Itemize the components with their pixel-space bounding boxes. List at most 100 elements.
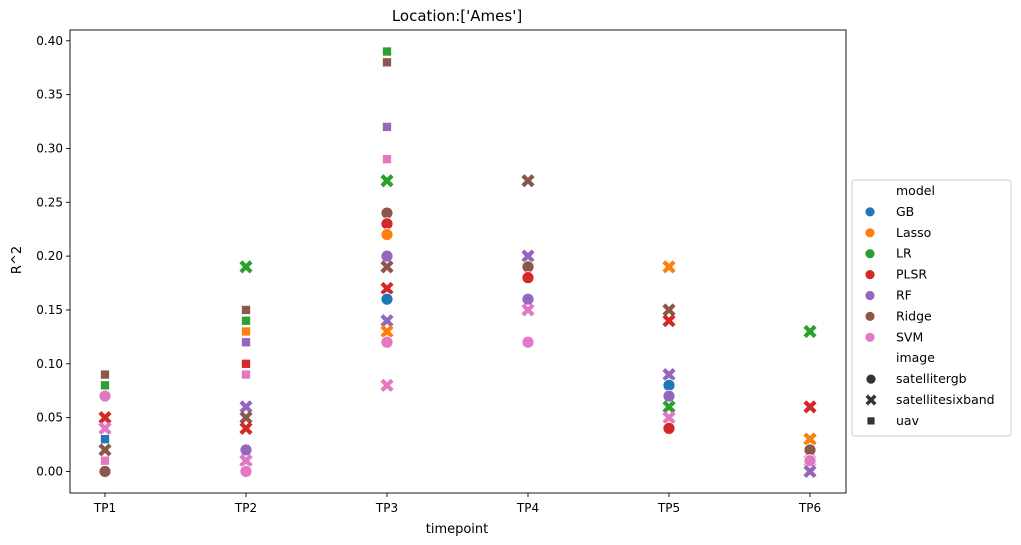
legend-label: SVM <box>896 329 923 344</box>
data-point <box>241 316 251 325</box>
data-point <box>382 155 392 164</box>
data-point <box>521 271 535 285</box>
data-points <box>98 47 817 479</box>
data-point <box>803 324 817 339</box>
legend-title-image: image <box>896 350 935 365</box>
data-point <box>239 411 253 425</box>
data-point <box>662 400 676 414</box>
data-point <box>241 370 251 379</box>
data-point <box>382 47 392 56</box>
legend-marker <box>864 227 876 239</box>
legend-label: PLSR <box>896 267 927 282</box>
y-tick-label: 0.35 <box>36 88 63 102</box>
data-point <box>521 335 535 349</box>
legend-marker <box>865 394 877 406</box>
legend-label: satellitesixband <box>896 392 995 407</box>
legend-marker <box>864 206 876 218</box>
data-point <box>662 260 676 274</box>
data-point <box>380 292 394 306</box>
data-point <box>380 378 394 392</box>
data-point <box>380 249 394 263</box>
data-point <box>521 292 535 306</box>
legend-label: RF <box>896 288 912 303</box>
legend-box <box>851 179 1012 437</box>
legend-title-model: model <box>896 183 935 198</box>
legend-marker <box>867 417 875 425</box>
data-point <box>239 443 253 457</box>
data-point <box>100 435 110 444</box>
data-point <box>803 454 817 468</box>
data-point <box>803 443 817 457</box>
data-point <box>98 389 112 403</box>
x-tick-label: TP1 <box>93 501 116 515</box>
legend-label: LR <box>896 246 912 261</box>
data-point <box>239 400 253 414</box>
x-tick-label: TP6 <box>798 501 821 515</box>
y-axis-label: R^2 <box>10 246 25 274</box>
data-point <box>521 249 535 263</box>
data-point <box>100 370 110 379</box>
legend-label: Ridge <box>896 308 932 323</box>
x-tick-label: TP5 <box>657 501 680 515</box>
data-point <box>803 464 817 479</box>
legend-label: Lasso <box>896 225 931 240</box>
data-point <box>803 432 817 446</box>
data-point <box>98 465 112 478</box>
data-point <box>380 314 394 328</box>
data-point <box>100 456 110 465</box>
data-point <box>241 338 251 347</box>
data-point <box>98 443 112 457</box>
x-tick-label: TP2 <box>234 501 257 515</box>
data-point <box>239 465 253 478</box>
data-point <box>239 421 253 435</box>
data-point <box>380 174 394 188</box>
y-tick-label: 0.40 <box>36 34 63 48</box>
axes: 0.00 0.05 0.10 0.15 0.20 0.25 0.30 0.35 0.40 TP1 T… <box>36 29 847 515</box>
x-tick-label: TP3 <box>375 501 398 515</box>
data-point <box>662 389 676 403</box>
legend-marker <box>865 373 877 385</box>
legend-marker <box>864 290 876 301</box>
y-tick-label: 0.10 <box>36 357 63 371</box>
data-point <box>380 228 394 241</box>
y-tick-label: 0.15 <box>36 303 63 317</box>
data-point <box>382 122 392 132</box>
data-point <box>380 335 394 349</box>
data-point <box>662 378 676 392</box>
legend-marker <box>864 331 876 343</box>
plot-frame <box>69 29 847 494</box>
y-tick-label: 0.25 <box>36 195 63 209</box>
data-point <box>662 367 676 382</box>
y-tick-label: 0.30 <box>36 141 63 155</box>
data-point <box>239 260 253 274</box>
legend-label: GB <box>896 204 914 219</box>
y-tick-label: 0.05 <box>36 411 63 425</box>
legend-marker <box>864 269 876 281</box>
data-point <box>241 327 251 336</box>
data-point <box>98 411 112 425</box>
legend-label: uav <box>896 413 920 428</box>
x-axis-label: timepoint <box>426 522 489 537</box>
data-point <box>521 303 535 317</box>
data-point <box>662 421 676 435</box>
data-point <box>382 58 392 67</box>
data-point <box>100 381 110 390</box>
data-point <box>521 260 535 274</box>
y-tick-label: 0.00 <box>36 464 63 478</box>
chart-title: Location:['Ames'] <box>392 7 522 25</box>
x-tick-label: TP4 <box>516 501 539 515</box>
legend-marker <box>864 248 876 260</box>
data-point <box>98 421 112 435</box>
data-point <box>662 303 676 317</box>
data-point <box>380 324 394 339</box>
data-point <box>241 359 251 368</box>
legend-label: satellitergb <box>896 371 967 386</box>
data-point <box>380 217 394 231</box>
data-point <box>241 305 251 315</box>
data-point <box>380 260 394 274</box>
data-point <box>521 174 535 188</box>
data-point <box>662 314 676 328</box>
y-tick-label: 0.20 <box>36 249 63 263</box>
data-point <box>380 281 394 296</box>
